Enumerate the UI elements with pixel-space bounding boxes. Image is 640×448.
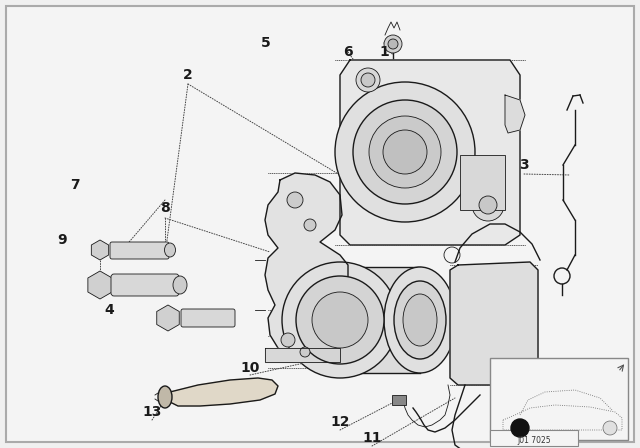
Text: 6: 6: [343, 45, 353, 59]
Circle shape: [281, 333, 295, 347]
Circle shape: [511, 419, 529, 437]
Polygon shape: [340, 60, 520, 245]
Polygon shape: [165, 378, 278, 406]
Text: J01 7025: J01 7025: [517, 435, 551, 444]
Bar: [392, 395, 406, 405]
Circle shape: [353, 100, 457, 204]
Text: 10: 10: [240, 361, 260, 375]
FancyBboxPatch shape: [181, 309, 235, 327]
Circle shape: [296, 276, 384, 364]
Text: 3: 3: [519, 158, 529, 172]
Circle shape: [384, 35, 402, 53]
Ellipse shape: [173, 276, 187, 294]
Polygon shape: [265, 173, 348, 358]
Circle shape: [312, 292, 368, 348]
Circle shape: [603, 421, 617, 435]
Circle shape: [361, 73, 375, 87]
Circle shape: [287, 192, 303, 208]
Text: 8: 8: [160, 201, 170, 215]
Text: 2: 2: [183, 68, 193, 82]
Circle shape: [472, 189, 504, 221]
Ellipse shape: [394, 281, 446, 359]
Circle shape: [479, 196, 497, 214]
Bar: [338, 267, 420, 373]
Circle shape: [388, 39, 398, 49]
Ellipse shape: [384, 267, 456, 373]
Circle shape: [300, 347, 310, 357]
Text: 9: 9: [57, 233, 67, 247]
Text: 5: 5: [261, 36, 271, 50]
Bar: [460, 155, 505, 210]
Circle shape: [356, 68, 380, 92]
Ellipse shape: [403, 294, 437, 346]
Text: 7: 7: [70, 178, 80, 192]
Text: 1: 1: [379, 45, 389, 59]
Ellipse shape: [158, 386, 172, 408]
Circle shape: [335, 82, 475, 222]
Circle shape: [282, 262, 398, 378]
FancyBboxPatch shape: [111, 274, 179, 296]
Polygon shape: [265, 348, 340, 362]
Text: 4: 4: [104, 303, 114, 317]
FancyBboxPatch shape: [110, 242, 169, 259]
Circle shape: [304, 219, 316, 231]
Ellipse shape: [164, 243, 175, 257]
Polygon shape: [505, 95, 525, 133]
Bar: [490, 430, 578, 446]
Text: 11: 11: [362, 431, 381, 445]
Polygon shape: [450, 262, 538, 385]
Bar: [490, 358, 628, 440]
Circle shape: [369, 116, 441, 188]
Circle shape: [383, 130, 427, 174]
Text: 13: 13: [142, 405, 162, 419]
Text: 12: 12: [330, 415, 349, 429]
